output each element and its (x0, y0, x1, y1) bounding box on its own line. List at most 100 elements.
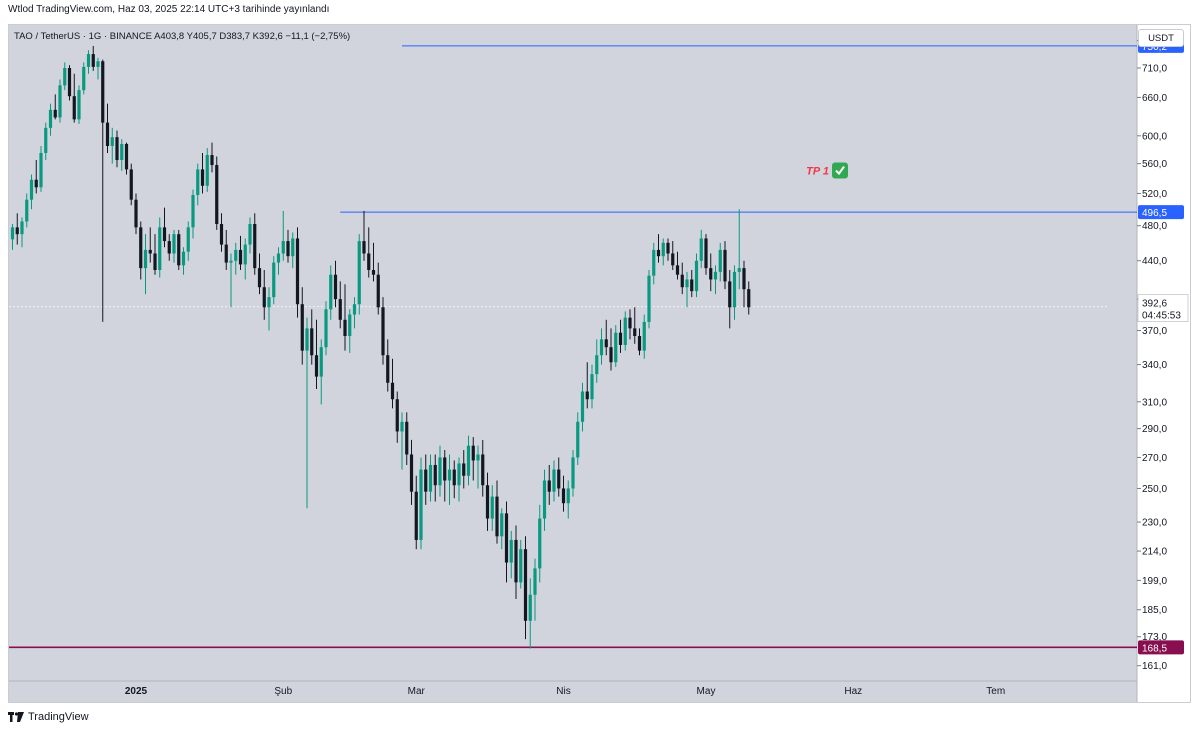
candle-body (585, 391, 589, 400)
candle-body (196, 169, 200, 196)
candle-body (400, 421, 404, 432)
candle-body (105, 122, 110, 147)
candle-body (191, 195, 195, 228)
symbol-legend: TAO / TetherUS · 1G · BINANCE A403,8 Y40… (14, 31, 351, 42)
y-tick-label: 520,0 (1142, 189, 1167, 200)
candle-body (101, 61, 105, 123)
level-price-badge (1138, 640, 1184, 655)
level-price-label: 750,2 (1142, 42, 1167, 53)
publish-caption: Wtlod TradingView.com, Haz 03, 2025 22:1… (8, 4, 330, 15)
countdown-label: 04:45:53 (1142, 311, 1181, 322)
y-tick-label: 710,0 (1142, 64, 1167, 75)
time-axis (9, 681, 1137, 702)
candle-body (685, 279, 689, 288)
candle-body (452, 469, 456, 486)
y-tick-label: 214,0 (1142, 547, 1167, 558)
candle-body (219, 224, 224, 245)
candle-body (115, 137, 119, 161)
candle-body (234, 249, 238, 261)
candle-body (120, 143, 124, 161)
candle-body (571, 457, 575, 489)
y-tick-label: 440,0 (1142, 256, 1167, 267)
candle-body (447, 469, 452, 481)
candle-body (576, 421, 580, 458)
candle-body (167, 241, 171, 254)
candle-body (547, 480, 551, 492)
candle-body (343, 319, 347, 337)
x-tick-label: 2025 (125, 686, 148, 697)
candle-body (666, 242, 670, 254)
y-tick-label: 199,0 (1142, 576, 1167, 587)
candle-body (671, 253, 675, 266)
candle-body (39, 152, 43, 188)
candle-body (709, 268, 713, 280)
x-tick-label: May (697, 686, 716, 697)
candle-body (357, 241, 361, 305)
candle-body (229, 260, 233, 263)
x-tick-label: Mar (408, 686, 426, 697)
candle-body (272, 262, 276, 298)
candle-body (86, 54, 91, 67)
y-tick-label: 600,0 (1142, 131, 1167, 142)
candle-body (34, 179, 38, 188)
y-tick-label: 660,0 (1142, 93, 1167, 104)
candle-body (348, 314, 352, 337)
candle-body (457, 463, 461, 486)
candle-body (295, 238, 300, 305)
candle-body (552, 469, 556, 492)
candle-body (533, 568, 537, 595)
x-tick-label: Haz (844, 686, 862, 697)
candle-body (495, 496, 499, 537)
candle-body (25, 199, 29, 222)
candle-body (500, 513, 504, 537)
candle-body (367, 253, 371, 271)
candle-body (390, 382, 395, 400)
tradingview-footer[interactable]: TradingView (8, 711, 89, 723)
candle-body (148, 249, 152, 254)
candle-body (728, 281, 732, 308)
candle-body (637, 336, 642, 351)
candle-body (300, 304, 304, 351)
y-tick-label: 161,0 (1142, 661, 1167, 672)
candle-body (604, 339, 608, 348)
candle-body (67, 68, 72, 97)
candle-body (647, 275, 651, 322)
footer-brand: TradingView (28, 711, 89, 723)
candle-body (186, 227, 190, 252)
candle-body (381, 307, 385, 356)
candlestick-chart[interactable]: 760,0710,0660,0600,0560,0520,0480,0440,0… (9, 25, 1190, 702)
candle-body (395, 399, 399, 432)
candle-body (652, 249, 656, 276)
candle-body (224, 244, 228, 263)
candle-body (694, 260, 699, 292)
candle-body (276, 253, 281, 263)
y-tick-label: 290,0 (1142, 424, 1167, 435)
candle-body (248, 224, 252, 245)
candle-body (481, 454, 485, 486)
last-price-badge (1137, 294, 1189, 322)
candle-body (286, 241, 290, 257)
y-tick-label: 480,0 (1142, 221, 1167, 232)
candle-body (414, 491, 418, 540)
tp1-label: TP 1 (806, 166, 829, 178)
candle-body (723, 249, 727, 282)
tradingview-logo-icon (8, 712, 24, 722)
candle-body (471, 445, 475, 461)
candle-body (91, 54, 95, 67)
candle-body (352, 304, 357, 315)
candle-body (319, 347, 323, 377)
candle-body (633, 328, 637, 337)
candle-body (566, 488, 570, 504)
candle-body (314, 355, 319, 377)
currency-button[interactable]: USDT (1138, 29, 1184, 47)
candle-body (504, 513, 509, 563)
y-tick-label: 340,0 (1142, 360, 1167, 371)
candle-body (110, 137, 114, 147)
candle-body (310, 328, 314, 356)
candle-body (257, 268, 262, 288)
candle-body (542, 480, 547, 519)
candle-body (595, 355, 599, 375)
candle-body (737, 268, 741, 272)
candle-body (333, 274, 338, 300)
candle-body (718, 249, 722, 272)
